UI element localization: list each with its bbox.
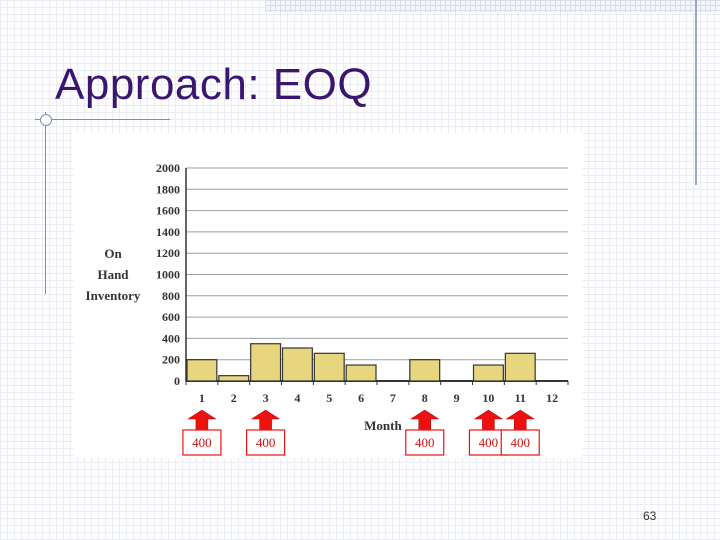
y-tick-label: 1800 (156, 182, 180, 196)
y-axis-title-line: Inventory (86, 288, 141, 303)
bar (281, 347, 313, 382)
order-quantity-box (500, 429, 540, 456)
x-tick-label: 12 (546, 391, 558, 405)
y-tick-label: 2000 (156, 161, 180, 175)
y-axis-title-line: Hand (97, 267, 129, 282)
order-quantity-label: 400 (192, 435, 212, 450)
y-tick-label: 0 (174, 374, 180, 388)
x-axis-title: Month (364, 418, 402, 433)
decorative-right-rule (695, 0, 697, 185)
bar (409, 359, 441, 382)
page-number: 63 (643, 509, 657, 523)
x-tick-label: 7 (390, 391, 396, 405)
title-underline (35, 119, 170, 120)
bar (218, 375, 250, 382)
order-arrow (250, 409, 281, 431)
decorative-left-rule (45, 112, 46, 294)
x-tick-label: 1 (199, 391, 205, 405)
chart-panel: 0 200 400 600 800 1000 1200 1400 1600 1800 2000 1 2 3… (73, 133, 583, 458)
bar (504, 352, 536, 382)
y-tick-label: 800 (162, 289, 180, 303)
order-arrow (409, 409, 440, 431)
bar (250, 343, 282, 382)
bar (313, 352, 345, 382)
y-axis-title-line: On (104, 246, 122, 261)
order-arrow (187, 409, 217, 431)
order-quantity-box (245, 429, 286, 456)
order-arrow (505, 409, 536, 431)
order-quantity-box (182, 429, 222, 456)
bar (186, 359, 218, 382)
order-quantity-label: 400 (256, 435, 275, 450)
x-tick-label: 11 (515, 391, 526, 405)
order-arrow (473, 409, 504, 431)
y-tick-label: 1400 (156, 225, 180, 239)
order-quantity-box (405, 429, 445, 456)
y-tick-label: 600 (162, 310, 180, 324)
y-tick-label: 1000 (156, 268, 180, 282)
order-quantity-label: 400 (415, 435, 435, 450)
x-tick-label: 10 (482, 391, 494, 405)
y-tick-label: 200 (162, 353, 180, 367)
x-tick-label: 6 (358, 391, 364, 405)
x-tick-label: 4 (294, 391, 300, 405)
order-quantity-label: 400 (479, 435, 499, 450)
y-tick-label: 1200 (156, 246, 180, 260)
decorative-circle (40, 114, 52, 126)
decorative-header-band (265, 0, 720, 12)
x-tick-label: 5 (326, 391, 332, 405)
slide-title: Approach: EOQ (55, 60, 373, 109)
y-tick-label: 1600 (156, 204, 180, 218)
bar (472, 364, 504, 382)
order-quantity-label: 400 (511, 435, 531, 450)
x-tick-label: 8 (422, 391, 428, 405)
x-tick-label: 2 (231, 391, 237, 405)
y-tick-label: 400 (162, 331, 180, 345)
x-tick-label: 3 (263, 391, 269, 405)
bar (345, 364, 377, 382)
x-tick-label: 9 (454, 391, 460, 405)
